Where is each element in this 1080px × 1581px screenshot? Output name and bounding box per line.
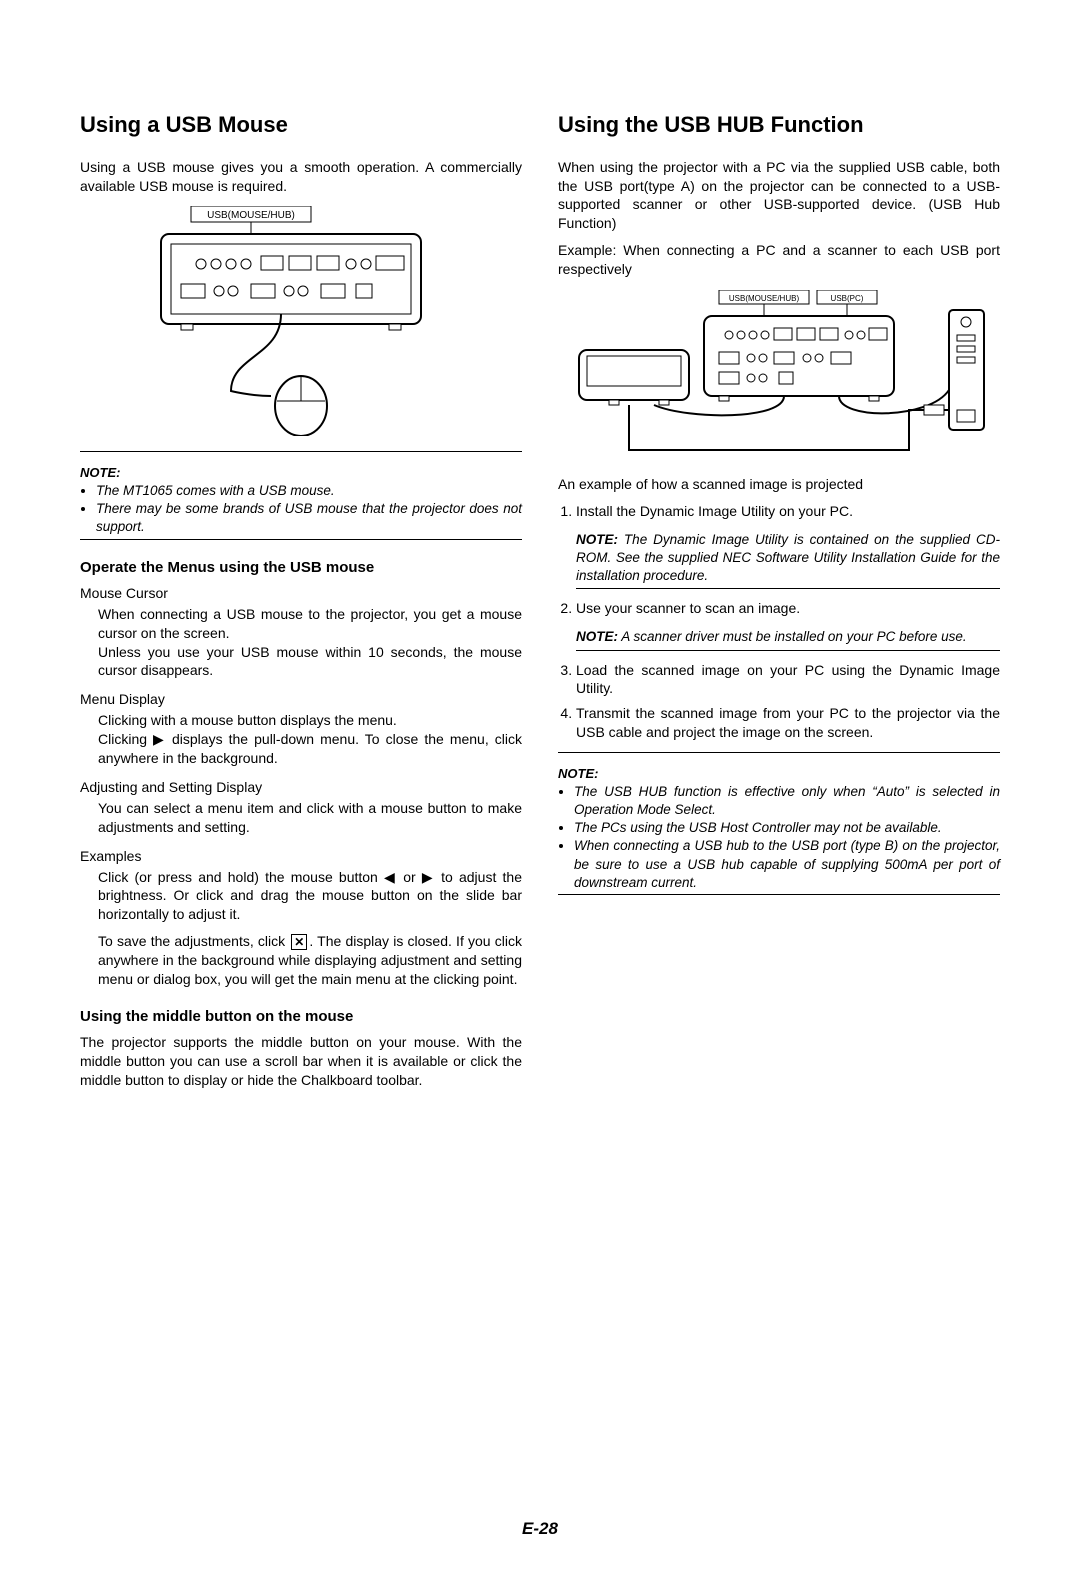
heading-usb-hub: Using the USB HUB Function [558,110,1000,140]
intro-text: When using the projector with a PC via t… [558,158,1000,234]
step-item: Load the scanned image on your PC using … [576,661,1000,699]
body-text: Unless you use your USB mouse within 10 … [98,644,522,679]
subheading-operate-menus: Operate the Menus using the USB mouse [80,558,522,578]
note-inline: NOTE: The Dynamic Image Utility is conta… [576,531,1000,590]
examples-title: Examples [80,847,522,866]
note-inline: NOTE: A scanner driver must be installed… [576,628,1000,650]
step-item: Install the Dynamic Image Utility on you… [576,502,1000,521]
example-caption: Example: When connecting a PC and a scan… [558,241,1000,279]
close-icon: ✕ [291,934,307,950]
subheading-middle-button: Using the middle button on the mouse [80,1007,522,1027]
hub-diagram: USB(MOUSE/HUB) USB(PC) [569,290,989,460]
body-text: When connecting a USB mouse to the proje… [98,606,522,641]
steps-list: Install the Dynamic Image Utility on you… [558,502,1000,521]
body-text: You can select a menu item and click wit… [98,800,522,835]
note-item: There may be some brands of USB mouse th… [96,500,522,536]
svg-text:USB(MOUSE/HUB): USB(MOUSE/HUB) [729,294,800,303]
note-item: When connecting a USB hub to the USB por… [574,837,1000,892]
body-text: Click (or press and hold) the mouse butt… [98,868,522,925]
projector-mouse-diagram: USB(MOUSE/HUB) [151,206,451,436]
page-number: E-28 [80,1518,1000,1541]
note-block-2: NOTE: The USB HUB function is effective … [558,752,1000,895]
figure-projector-mouse: USB(MOUSE/HUB) [80,205,522,437]
step-item: Transmit the scanned image from your PC … [576,704,1000,742]
scanned-caption: An example of how a scanned image is pro… [558,475,1000,494]
step-item: Use your scanner to scan an image. [576,599,1000,618]
menu-display-title: Menu Display [80,690,522,709]
body-text: The projector supports the middle button… [80,1033,522,1090]
note-item: The MT1065 comes with a USB mouse. [96,482,522,500]
adjusting-title: Adjusting and Setting Display [80,778,522,797]
svg-text:USB(PC): USB(PC) [831,294,864,303]
usb-label: USB(MOUSE/HUB) [207,210,295,221]
intro-text: Using a USB mouse gives you a smooth ope… [80,158,522,196]
note-item: The USB HUB function is effective only w… [574,783,1000,819]
body-text: To save the adjustments, click ✕. The di… [98,932,522,989]
note-item: The PCs using the USB Host Controller ma… [574,819,1000,837]
right-column: Using the USB HUB Function When using th… [558,110,1000,1098]
body-text: Clicking ▶ displays the pull-down menu. … [98,731,522,766]
note-block-1: NOTE: The MT1065 comes with a USB mouse.… [80,451,522,539]
steps-list: Load the scanned image on your PC using … [558,661,1000,743]
body-text: Clicking with a mouse button displays th… [98,712,397,728]
steps-list: Use your scanner to scan an image. [558,599,1000,618]
note-header: NOTE: [558,765,1000,783]
left-column: Using a USB Mouse Using a USB mouse give… [80,110,522,1098]
figure-projector-scanner-pc: USB(MOUSE/HUB) USB(PC) [558,289,1000,461]
heading-usb-mouse: Using a USB Mouse [80,110,522,140]
note-header: NOTE: [80,464,522,482]
mouse-cursor-title: Mouse Cursor [80,584,522,603]
